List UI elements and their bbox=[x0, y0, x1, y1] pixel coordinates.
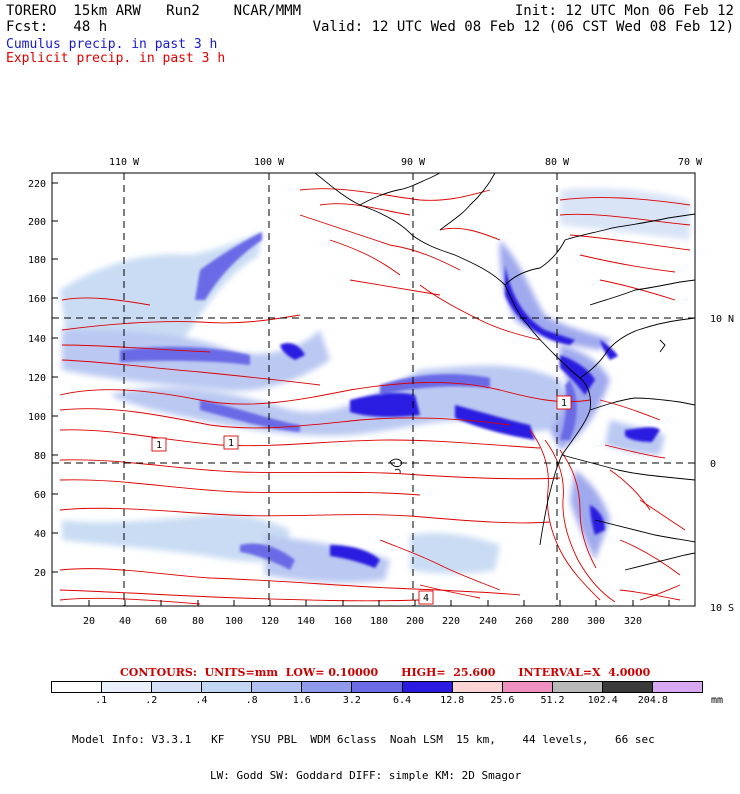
header-model-run: TORERO 15km ARW Run2 NCAR/MMM bbox=[6, 3, 302, 19]
lat-label-0: 0 bbox=[710, 459, 716, 470]
bottom-axis-ticks bbox=[88, 600, 670, 606]
colorbar-swatch bbox=[152, 682, 203, 692]
y-tick-label: 60 bbox=[34, 490, 46, 501]
header-init-time: Init: 12 UTC Mon 06 Feb 12 bbox=[514, 3, 734, 19]
colorbar-swatch bbox=[402, 682, 453, 692]
y-tick-label: 20 bbox=[34, 568, 46, 579]
contour-label-box: 1 bbox=[156, 440, 162, 451]
explicit-precip-contours bbox=[59, 188, 691, 605]
lon-label-80w: 80 W bbox=[545, 157, 570, 168]
cumulus-field-label: Cumulus precip. in past 3 h bbox=[6, 37, 218, 52]
colorbar-swatch bbox=[552, 682, 603, 692]
y-tick-label: 80 bbox=[34, 451, 46, 462]
colorbar-label: .8 bbox=[245, 695, 258, 706]
y-tick-label: 120 bbox=[28, 373, 46, 384]
x-tick-label: 80 bbox=[192, 616, 204, 627]
x-tick-label: 160 bbox=[334, 616, 352, 627]
colorbar-swatch bbox=[252, 682, 303, 692]
explicit-field-label: Explicit precip. in past 3 h bbox=[6, 51, 226, 66]
colorbar-label: .1 bbox=[95, 695, 108, 706]
colorbar-label: 204.8 bbox=[637, 695, 668, 706]
coastlines bbox=[314, 173, 695, 571]
colorbar-label: 6.4 bbox=[393, 695, 412, 706]
colorbar-swatch bbox=[602, 682, 653, 692]
colorbar-label: 25.6 bbox=[490, 695, 515, 706]
x-tick-label: 240 bbox=[479, 616, 497, 627]
map-frame bbox=[51, 172, 696, 607]
lon-label-90w: 90 W bbox=[401, 157, 426, 168]
contour-label-box: 1 bbox=[561, 398, 567, 409]
model-info-line1: Model Info: V3.3.1 KF YSU PBL WDM 6class… bbox=[72, 733, 655, 746]
x-tick-label: 60 bbox=[155, 616, 167, 627]
lat-lon-grid bbox=[52, 173, 695, 606]
left-axis-ticks bbox=[52, 182, 58, 573]
y-tick-label: 180 bbox=[28, 255, 46, 266]
y-tick-label: 100 bbox=[28, 412, 46, 423]
colorbar-unit: mm bbox=[711, 695, 724, 706]
colorbar-swatch bbox=[352, 682, 403, 692]
contour-info: CONTOURS: UNITS=mm LOW= 0.10000 HIGH= 25… bbox=[120, 666, 651, 679]
x-tick-label: 120 bbox=[261, 616, 279, 627]
y-tick-label: 40 bbox=[34, 529, 46, 540]
x-tick-label: 140 bbox=[297, 616, 315, 627]
colorbar-swatch bbox=[202, 682, 253, 692]
model-info-line2: LW: Godd SW: Goddard DIFF: simple KM: 2D… bbox=[210, 769, 522, 782]
x-tick-label: 180 bbox=[370, 616, 388, 627]
colorbar-label: .4 bbox=[195, 695, 208, 706]
x-tick-label: 300 bbox=[587, 616, 605, 627]
lon-label-110w: 110 W bbox=[109, 157, 140, 168]
lon-label-70w: 70 W bbox=[678, 157, 703, 168]
colorbar-label: 51.2 bbox=[540, 695, 565, 706]
x-tick-label: 200 bbox=[406, 616, 424, 627]
colorbar-label: .2 bbox=[145, 695, 158, 706]
y-tick-label: 200 bbox=[28, 217, 46, 228]
precip-colorbar bbox=[51, 681, 703, 693]
lat-label-10s: 10 S bbox=[710, 603, 734, 614]
header-valid-time: Valid: 12 UTC Wed 08 Feb 12 (06 CST Wed … bbox=[312, 19, 734, 35]
colorbar-label: 12.8 bbox=[440, 695, 465, 706]
colorbar-swatch bbox=[52, 682, 103, 692]
y-tick-label: 220 bbox=[28, 179, 46, 190]
colorbar-swatch bbox=[452, 682, 503, 692]
header-forecast-hour: Fcst: 48 h bbox=[6, 19, 108, 35]
colorbar-swatch bbox=[302, 682, 353, 692]
colorbar-swatch bbox=[652, 682, 703, 692]
x-tick-label: 260 bbox=[515, 616, 533, 627]
colorbar-labels: .1 .2 .4 .8 1.6 3.2 6.4 12.8 25.6 51.2 102.4 204.8 bbox=[51, 695, 703, 707]
precip-map: 110 W 100 W 90 W 80 W 70 W 10 N 0 10 S 2… bbox=[28, 157, 734, 627]
x-tick-label: 40 bbox=[119, 616, 131, 627]
lon-label-100w: 100 W bbox=[254, 157, 285, 168]
model-info: Model Info: V3.3.1 KF YSU PBL WDM 6class… bbox=[72, 710, 655, 794]
x-tick-label: 220 bbox=[442, 616, 460, 627]
colorbar-swatch bbox=[102, 682, 153, 692]
y-tick-label: 140 bbox=[28, 334, 46, 345]
x-tick-label: 20 bbox=[83, 616, 95, 627]
y-tick-label: 160 bbox=[28, 294, 46, 305]
x-tick-label: 280 bbox=[551, 616, 569, 627]
x-tick-label: 100 bbox=[225, 616, 243, 627]
contour-label-box: 4 bbox=[423, 593, 429, 604]
contour-label-box: 1 bbox=[228, 438, 234, 449]
colorbar-label: 102.4 bbox=[587, 695, 618, 706]
lat-label-10n: 10 N bbox=[710, 314, 734, 325]
colorbar-label: 1.6 bbox=[292, 695, 311, 706]
colorbar-label: 3.2 bbox=[342, 695, 361, 706]
x-tick-label: 320 bbox=[624, 616, 642, 627]
colorbar-swatch bbox=[502, 682, 553, 692]
cumulus-precip-shading bbox=[60, 188, 690, 583]
